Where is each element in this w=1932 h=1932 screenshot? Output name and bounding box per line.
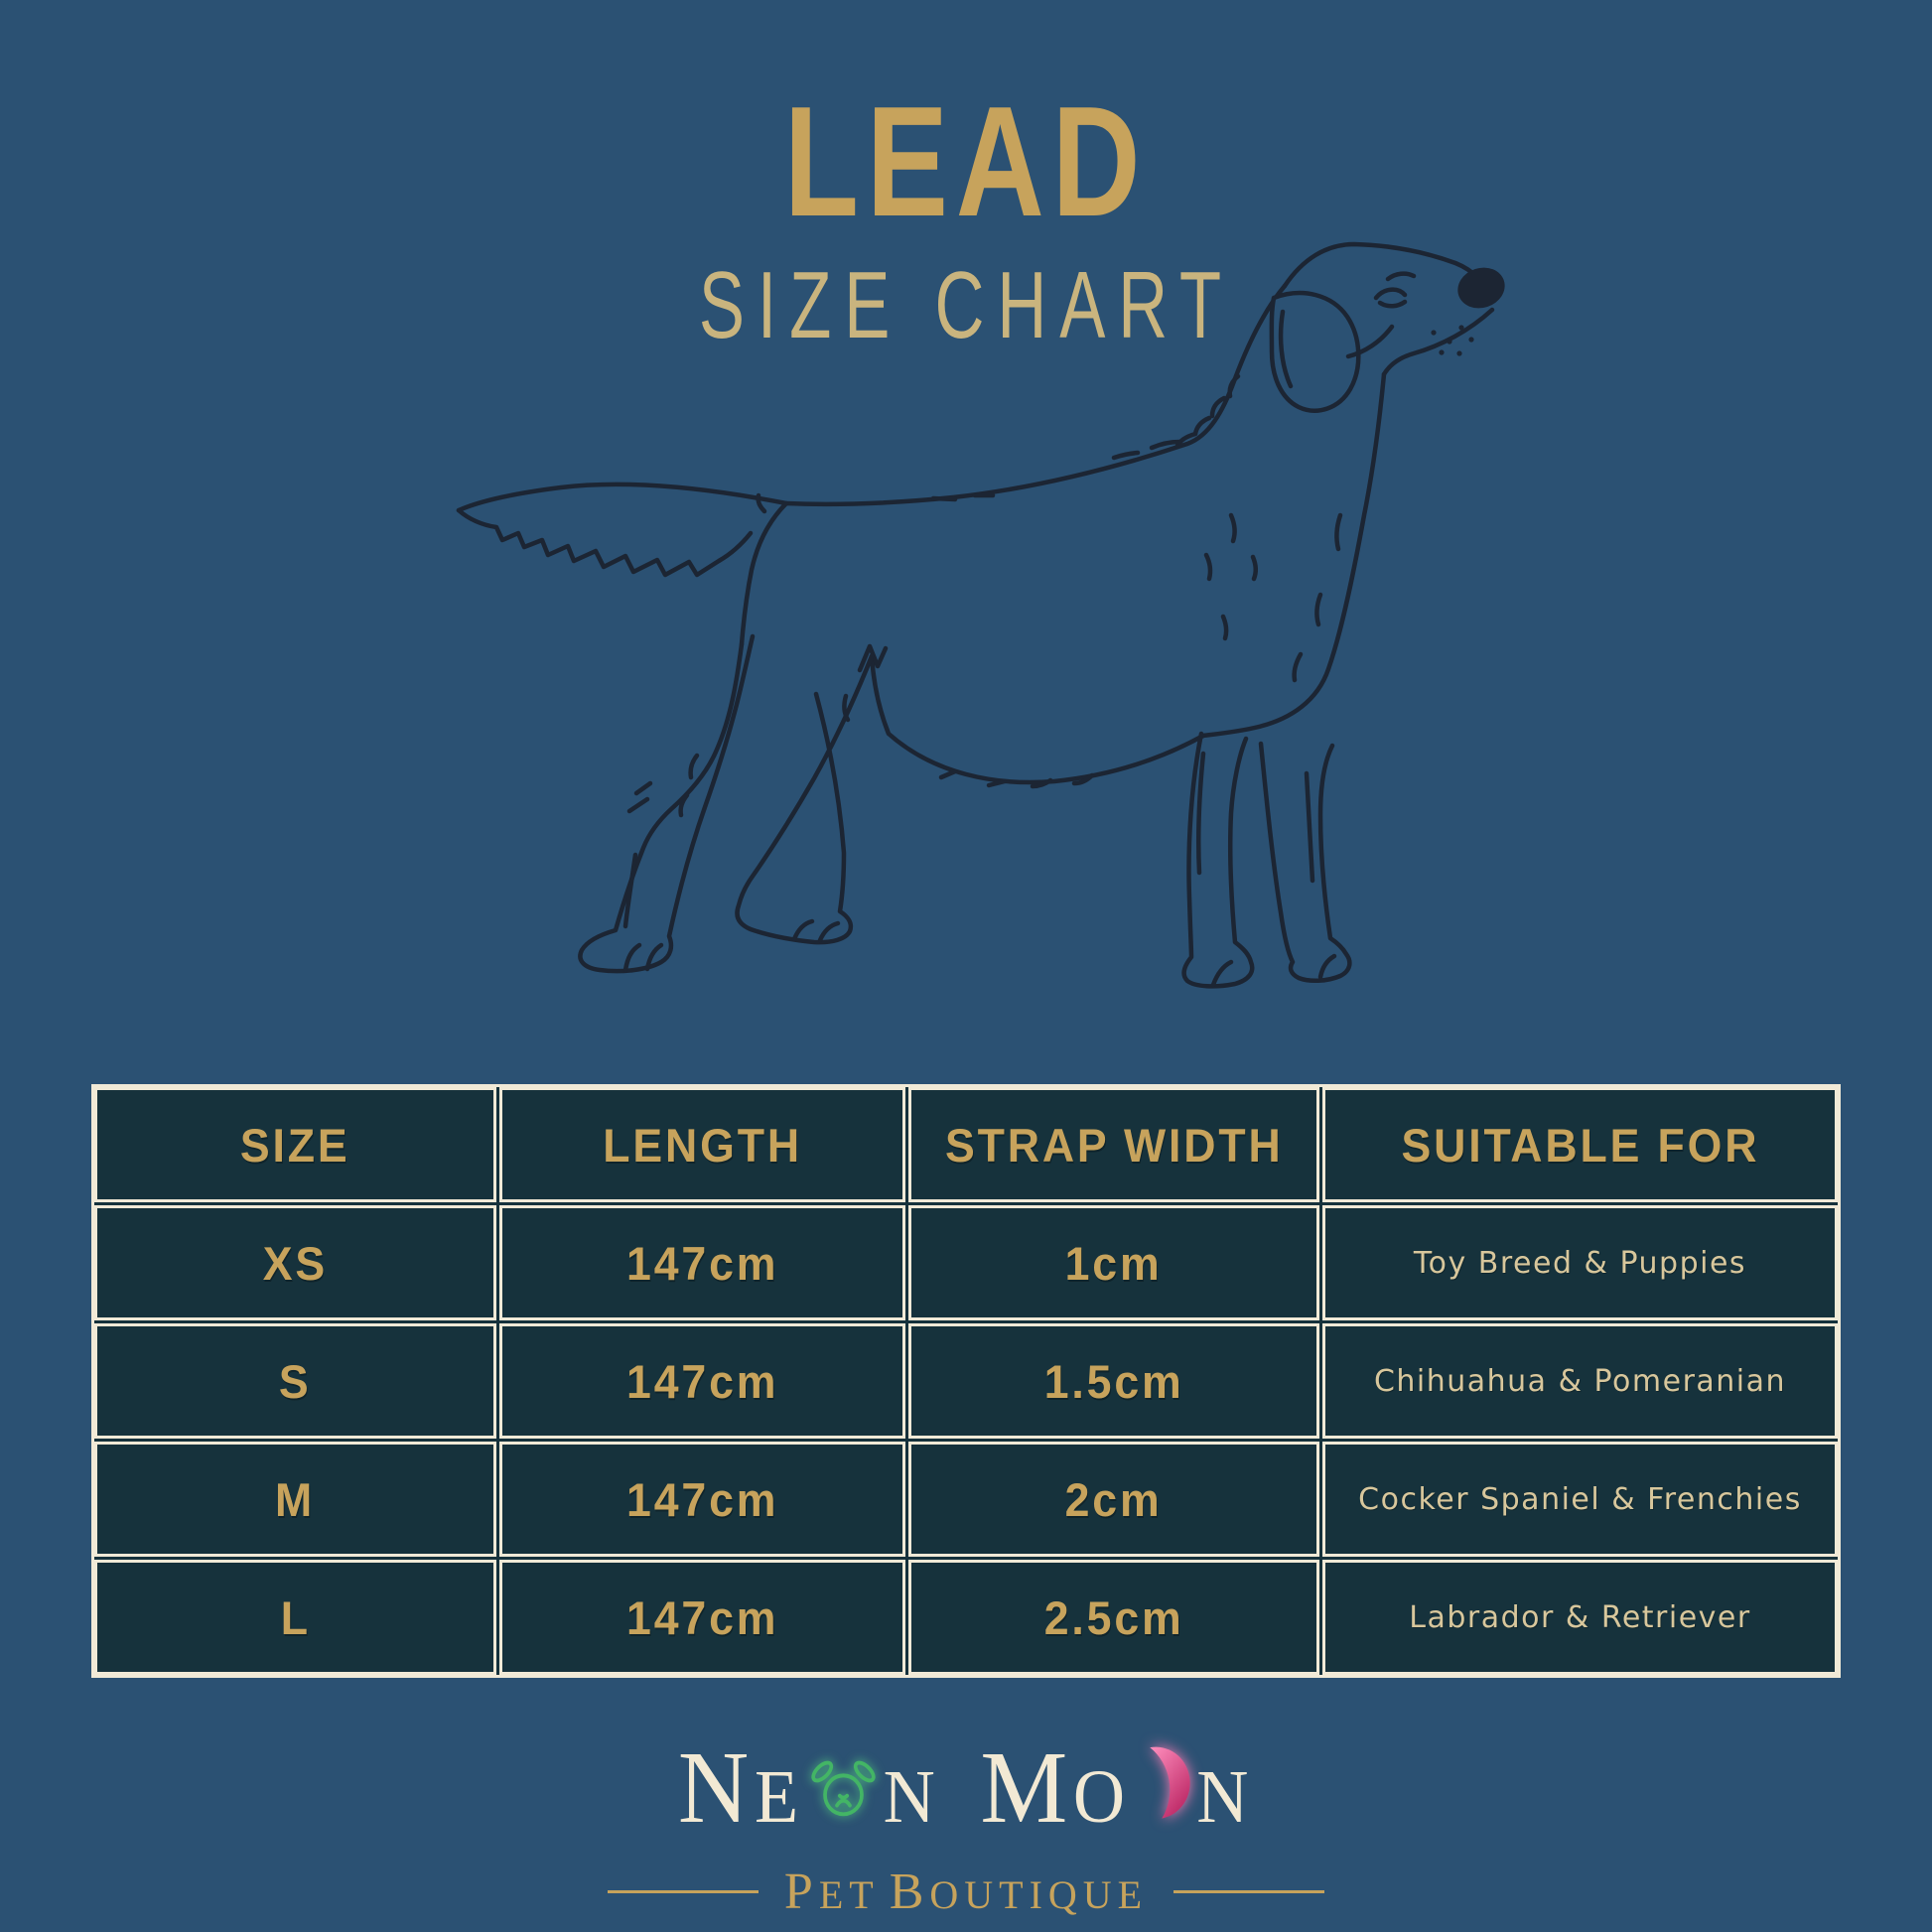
logo-letter: O (1072, 1754, 1131, 1839)
logo-word-neon: N E N (677, 1729, 941, 1845)
table-cell-size: S (94, 1323, 496, 1439)
table-cell-strap-width: 1.5cm (908, 1323, 1319, 1439)
logo-letter: E (754, 1754, 804, 1839)
table-cell-strap-width: 1cm (908, 1205, 1319, 1320)
table-cell-suitable-for: Chihuahua & Pomeranian (1322, 1323, 1838, 1439)
logo-word-moon: M O N (980, 1729, 1255, 1845)
tagline-left-rule (607, 1890, 759, 1893)
size-chart-table: SIZE LENGTH STRAP WIDTH SUITABLE FOR XS … (91, 1084, 1841, 1678)
table-header-strap-width: STRAP WIDTH (908, 1087, 1319, 1202)
table-cell-suitable-for: Cocker Spaniel & Frenchies (1322, 1442, 1838, 1557)
table-cell-length: 147cm (499, 1205, 905, 1320)
table-header-length: LENGTH (499, 1087, 905, 1202)
table-cell-strap-width: 2.5cm (908, 1560, 1319, 1675)
brand-tagline: PET BOUTIQUE (0, 1863, 1932, 1921)
table-cell-size: M (94, 1442, 496, 1557)
crescent-moon-neon-icon (1136, 1739, 1191, 1830)
tagline-right-rule (1173, 1890, 1325, 1893)
brand-logo: N E N M O (49, 1729, 1884, 1845)
page-title: LEAD (783, 74, 1149, 249)
page-subtitle: SIZE CHART (698, 252, 1234, 358)
table-cell-suitable-for: Toy Breed & Puppies (1322, 1205, 1838, 1320)
table-cell-length: 147cm (499, 1323, 905, 1439)
table-cell-strap-width: 2cm (908, 1442, 1319, 1557)
table-cell-size: L (94, 1560, 496, 1675)
tagline-text: PET BOUTIQUE (783, 1863, 1149, 1920)
table-header-size: SIZE (94, 1087, 496, 1202)
table-cell-size: XS (94, 1205, 496, 1320)
labrador-line-art (456, 241, 1505, 989)
dog-head-neon-icon (809, 1753, 877, 1830)
table-cell-length: 147cm (499, 1442, 905, 1557)
logo-letter: N (883, 1754, 941, 1839)
logo-letter: M (980, 1729, 1073, 1845)
table-cell-length: 147cm (499, 1560, 905, 1675)
table-header-suitable-for: SUITABLE FOR (1322, 1087, 1838, 1202)
table-cell-suitable-for: Labrador & Retriever (1322, 1560, 1838, 1675)
logo-letter: N (1196, 1754, 1255, 1839)
dog-illustration (427, 226, 1549, 1003)
logo-letter: N (677, 1729, 755, 1845)
